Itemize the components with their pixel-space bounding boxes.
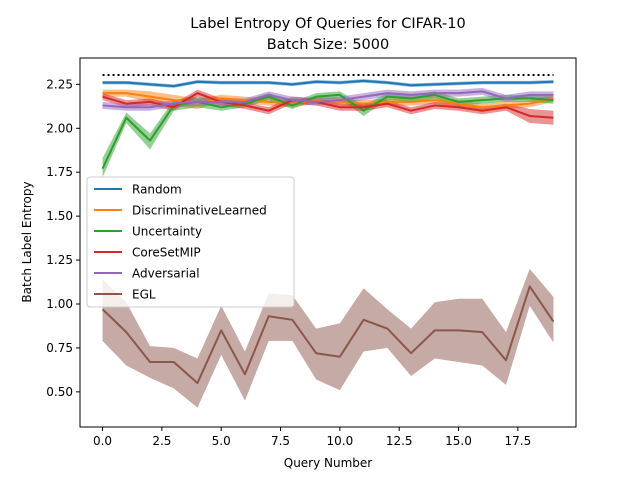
- series-line-adversarial: [102, 90, 554, 109]
- chart-subtitle: Batch Size: 5000: [267, 37, 389, 53]
- x-tick-label: 17.5: [504, 434, 531, 448]
- legend-box: [86, 176, 295, 308]
- y-axis-label: Batch Label Entropy: [20, 181, 34, 302]
- legend-label-adversarial: Adversarial: [132, 267, 200, 281]
- x-axis-label: Query Number: [284, 456, 373, 470]
- y-tick-label: 1.25: [46, 253, 73, 267]
- x-tick-label: 7.5: [271, 434, 290, 448]
- x-tick-label: 0.0: [93, 434, 112, 448]
- y-tick-label: 0.50: [46, 385, 73, 399]
- series-lines: [101, 74, 555, 385]
- y-tick-label: 1.75: [46, 165, 73, 179]
- band-random: [102, 79, 554, 88]
- legend-label-random: Random: [132, 183, 182, 197]
- axes-frame: [79, 57, 577, 428]
- y-tick-label: 0.75: [46, 341, 73, 355]
- legend-label-egl: EGL: [132, 288, 156, 302]
- x-axis-ticks: 0.0 2.5 5.0 7.5 10.0 12.5 15.0 17.5: [93, 427, 531, 448]
- x-tick-label: 10.0: [327, 434, 354, 448]
- series-line-random: [102, 79, 554, 88]
- x-tick-label: 2.5: [152, 434, 171, 448]
- legend: Random DiscriminativeLearned Uncertainty Co…: [86, 176, 295, 308]
- y-axis-ticks: 0.50 0.75 1.00 1.25 1.50 1.75 2.00 2.25: [46, 77, 80, 399]
- legend-label-discriminativelearned: DiscriminativeLearned: [132, 204, 267, 218]
- series-line-egl: [101, 285, 555, 385]
- y-tick-label: 2.25: [46, 77, 73, 91]
- chart-title: Label Entropy Of Queries for CIFAR-10: [190, 16, 465, 32]
- y-tick-label: 2.00: [46, 121, 73, 135]
- x-tick-label: 5.0: [212, 434, 231, 448]
- y-tick-label: 1.50: [46, 209, 73, 223]
- y-tick-label: 1.00: [46, 297, 73, 311]
- legend-label-uncertainty: Uncertainty: [132, 225, 202, 239]
- series-line-coresetmip: [102, 92, 554, 119]
- legend-label-coresetmip: CoreSetMIP: [132, 246, 201, 260]
- x-tick-label: 12.5: [386, 434, 413, 448]
- x-tick-label: 15.0: [445, 434, 472, 448]
- band-egl: [102, 268, 554, 408]
